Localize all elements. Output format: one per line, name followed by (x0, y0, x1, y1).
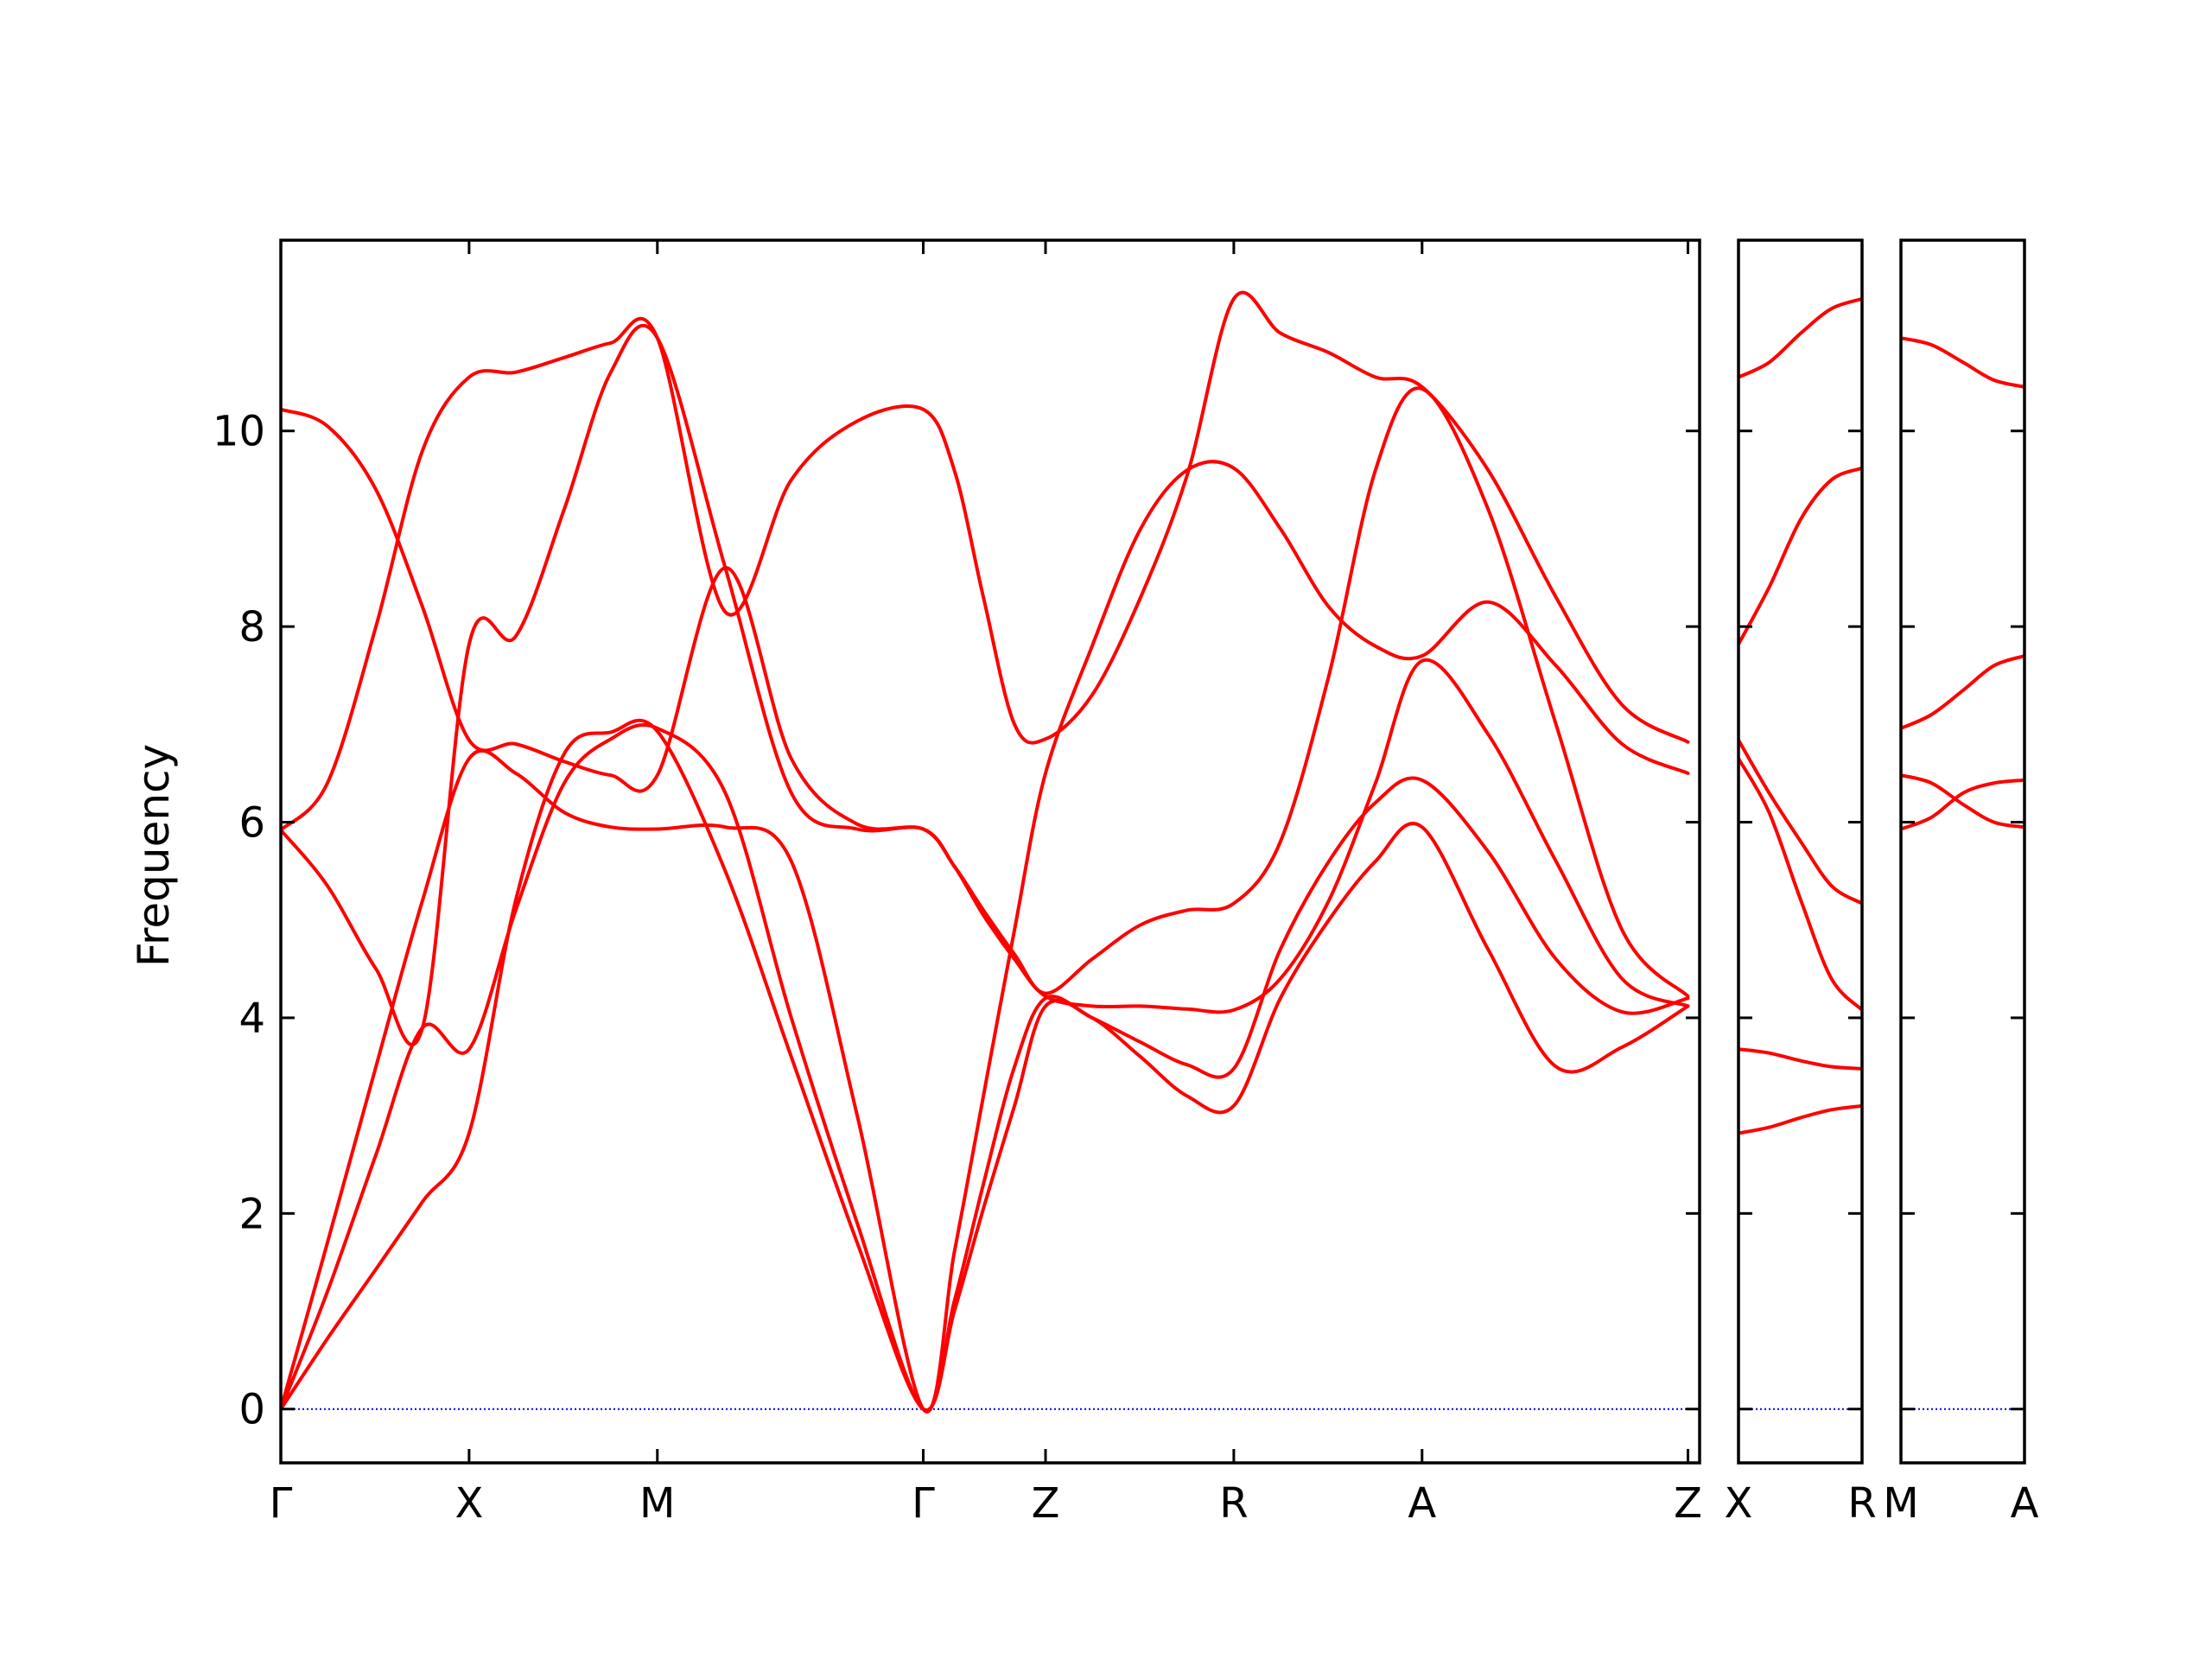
panel-frame (1737, 238, 1864, 1465)
x-tick-label: Γ (270, 1479, 293, 1528)
x-tick-label: R (1847, 1479, 1876, 1528)
band-line-2 (1738, 1047, 1862, 1071)
y-tick-label: 8 (238, 603, 265, 652)
panel-frame (1899, 238, 2026, 1465)
band-line-5 (281, 290, 1690, 832)
x-tick-label: A (2011, 1479, 2039, 1528)
y-tick-label: 4 (238, 995, 265, 1043)
band-line-6 (281, 386, 1690, 998)
band-line-1 (1738, 1103, 1862, 1135)
x-tick-label: Z (1674, 1479, 1702, 1528)
y-axis-label: Frequency (129, 744, 179, 967)
x-tick-label: X (454, 1479, 483, 1528)
x-tick-label: A (1408, 1479, 1436, 1528)
band-series-group (281, 290, 1690, 1414)
band-line-5 (1738, 466, 1862, 646)
band-line-4 (1738, 738, 1862, 906)
band-line-1 (1901, 778, 2024, 831)
band-line-3 (1738, 757, 1862, 1012)
band-line-3 (1901, 654, 2024, 730)
band-series-group (1901, 336, 2024, 831)
x-tick-label: X (1725, 1479, 1753, 1528)
band-line-2 (1901, 773, 2024, 830)
band-line-6 (1738, 296, 1862, 379)
y-tick-label: 6 (238, 799, 265, 848)
x-tick-label: R (1219, 1479, 1248, 1528)
x-tick-label: Γ (912, 1479, 935, 1528)
band-series-group (1738, 296, 1862, 1135)
panel-1: 0 2 4 6 8 10 Γ X M Γ Z R A Z (213, 238, 1702, 1528)
band-line-3 (281, 460, 1690, 1414)
x-tick-label: M (639, 1479, 675, 1528)
band-line-2 (281, 722, 1690, 1413)
band-line-4 (1901, 336, 2024, 389)
y-tick-label: 10 (213, 408, 265, 456)
panel-frame (279, 238, 1701, 1465)
y-tick-label: 0 (238, 1386, 265, 1434)
x-tick-label: M (1883, 1479, 1918, 1528)
y-tick-label: 2 (238, 1190, 265, 1238)
x-tick-label: Z (1032, 1479, 1060, 1528)
